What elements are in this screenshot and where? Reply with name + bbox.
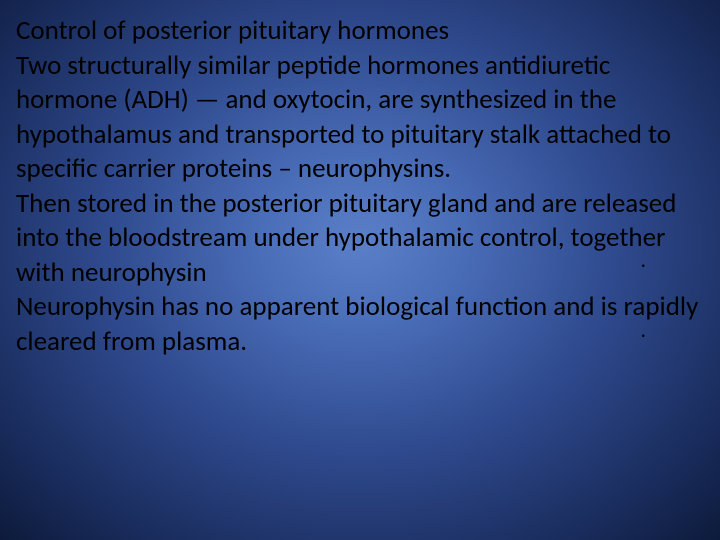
paragraph-1: Two structurally similar peptide hormone… [16, 49, 704, 187]
slide-content: Control of posterior pituitary hormones … [16, 14, 704, 359]
slide-title: Control of posterior pituitary hormones [16, 14, 704, 49]
paragraph-3: Neurophysin has no apparent biological f… [16, 290, 704, 359]
paragraph-2: Then stored in the posterior pituitary g… [16, 187, 704, 291]
slide-background: Control of posterior pituitary hormones … [0, 0, 720, 540]
decorative-dot-2: . [640, 324, 646, 335]
decorative-dot-1: . [640, 254, 646, 265]
